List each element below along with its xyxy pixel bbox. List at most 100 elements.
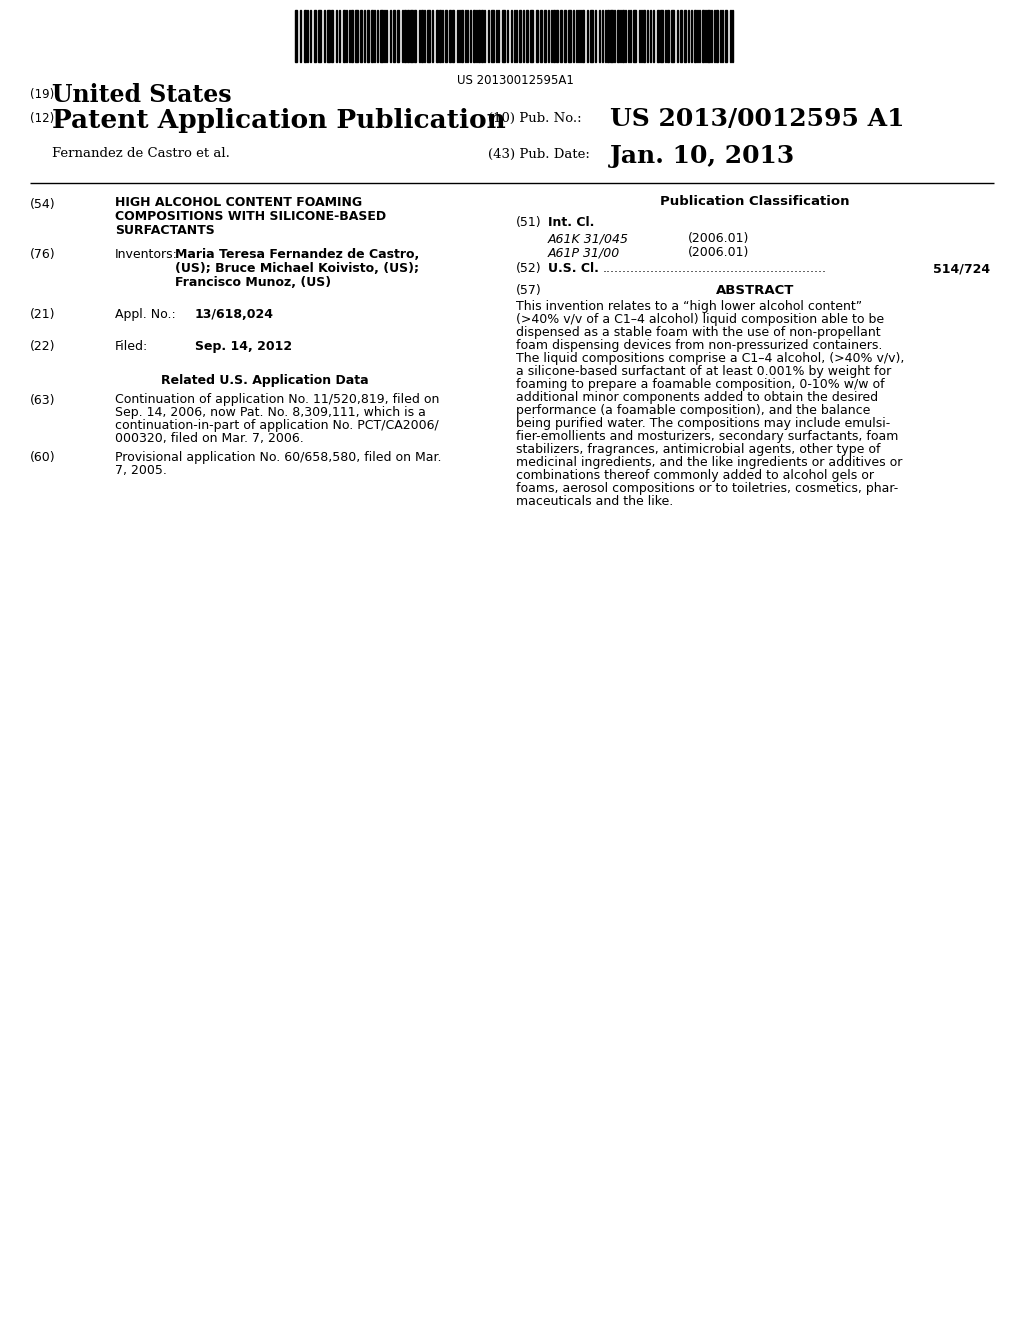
Text: (54): (54) bbox=[30, 198, 55, 211]
Text: Jan. 10, 2013: Jan. 10, 2013 bbox=[610, 144, 796, 168]
Text: (57): (57) bbox=[516, 284, 542, 297]
Bar bbox=[694, 11, 696, 62]
Bar bbox=[380, 11, 383, 62]
Text: fier-emollients and mosturizers, secondary surfactants, foam: fier-emollients and mosturizers, seconda… bbox=[516, 430, 898, 444]
Text: (22): (22) bbox=[30, 341, 55, 352]
Text: (63): (63) bbox=[30, 393, 55, 407]
Text: (2006.01): (2006.01) bbox=[688, 246, 750, 259]
Bar bbox=[707, 11, 710, 62]
Bar bbox=[643, 11, 645, 62]
Bar bbox=[393, 11, 395, 62]
Text: (US); Bruce Michael Koivisto, (US);: (US); Bruce Michael Koivisto, (US); bbox=[175, 261, 419, 275]
Bar bbox=[556, 11, 558, 62]
Text: continuation-in-part of application No. PCT/CA2006/: continuation-in-part of application No. … bbox=[115, 418, 438, 432]
Text: The liquid compositions comprise a C1–4 alcohol, (>40% v/v),: The liquid compositions comprise a C1–4 … bbox=[516, 352, 904, 366]
Bar bbox=[530, 11, 534, 62]
Bar bbox=[526, 11, 528, 62]
Text: Sep. 14, 2012: Sep. 14, 2012 bbox=[195, 341, 292, 352]
Bar bbox=[473, 11, 475, 62]
Bar bbox=[716, 11, 718, 62]
Bar bbox=[414, 11, 416, 62]
Text: (52): (52) bbox=[516, 261, 542, 275]
Bar bbox=[725, 11, 727, 62]
Bar bbox=[351, 11, 353, 62]
Text: foam dispensing devices from non-pressurized containers.: foam dispensing devices from non-pressur… bbox=[516, 339, 883, 352]
Text: foams, aerosol compositions or to toiletries, cosmetics, phar-: foams, aerosol compositions or to toilet… bbox=[516, 482, 898, 495]
Text: US 20130012595A1: US 20130012595A1 bbox=[457, 74, 573, 87]
Bar bbox=[544, 11, 546, 62]
Text: stabilizers, fragrances, antimicrobial agents, other type of: stabilizers, fragrances, antimicrobial a… bbox=[516, 444, 881, 455]
Text: performance (a foamable composition), and the balance: performance (a foamable composition), an… bbox=[516, 404, 870, 417]
Bar bbox=[478, 11, 480, 62]
Text: U.S. Cl.: U.S. Cl. bbox=[548, 261, 599, 275]
Bar bbox=[371, 11, 373, 62]
Bar bbox=[360, 11, 362, 62]
Text: A61K 31/045: A61K 31/045 bbox=[548, 232, 629, 246]
Text: A61P 31/00: A61P 31/00 bbox=[548, 246, 621, 259]
Text: (51): (51) bbox=[516, 216, 542, 228]
Bar bbox=[397, 11, 399, 62]
Text: foaming to prepare a foamable composition, 0-10% w/w of: foaming to prepare a foamable compositio… bbox=[516, 378, 885, 391]
Text: (60): (60) bbox=[30, 451, 55, 465]
Text: Int. Cl.: Int. Cl. bbox=[548, 216, 594, 228]
Bar bbox=[436, 11, 438, 62]
Text: additional minor components added to obtain the desired: additional minor components added to obt… bbox=[516, 391, 879, 404]
Text: (12): (12) bbox=[30, 112, 54, 125]
Text: COMPOSITIONS WITH SILICONE-BASED: COMPOSITIONS WITH SILICONE-BASED bbox=[115, 210, 386, 223]
Bar bbox=[702, 11, 705, 62]
Bar bbox=[331, 11, 333, 62]
Text: ABSTRACT: ABSTRACT bbox=[716, 284, 795, 297]
Text: US 2013/0012595 A1: US 2013/0012595 A1 bbox=[610, 107, 904, 131]
Text: HIGH ALCOHOL CONTENT FOAMING: HIGH ALCOHOL CONTENT FOAMING bbox=[115, 195, 362, 209]
Text: Sep. 14, 2006, now Pat. No. 8,309,111, which is a: Sep. 14, 2006, now Pat. No. 8,309,111, w… bbox=[115, 407, 426, 418]
Text: 7, 2005.: 7, 2005. bbox=[115, 465, 167, 477]
Text: ........................................................: ........................................… bbox=[603, 261, 827, 275]
Bar bbox=[633, 11, 636, 62]
Bar bbox=[490, 11, 494, 62]
Bar bbox=[657, 11, 659, 62]
Bar bbox=[407, 11, 409, 62]
Bar bbox=[410, 11, 413, 62]
Bar bbox=[304, 11, 306, 62]
Bar bbox=[617, 11, 618, 62]
Bar bbox=[536, 11, 538, 62]
Bar bbox=[327, 11, 330, 62]
Bar bbox=[461, 11, 463, 62]
Text: Related U.S. Application Data: Related U.S. Application Data bbox=[161, 374, 369, 387]
Text: (2006.01): (2006.01) bbox=[688, 232, 750, 246]
Text: (43) Pub. Date:: (43) Pub. Date: bbox=[488, 148, 590, 161]
Bar bbox=[582, 11, 584, 62]
Text: 514/724: 514/724 bbox=[933, 261, 990, 275]
Text: Fernandez de Castro et al.: Fernandez de Castro et al. bbox=[52, 147, 229, 160]
Bar bbox=[564, 11, 566, 62]
Bar bbox=[404, 11, 406, 62]
Text: (>40% v/v of a C1–4 alcohol) liquid composition able to be: (>40% v/v of a C1–4 alcohol) liquid comp… bbox=[516, 313, 884, 326]
Bar bbox=[421, 11, 423, 62]
Text: 000320, filed on Mar. 7, 2006.: 000320, filed on Mar. 7, 2006. bbox=[115, 432, 304, 445]
Bar bbox=[671, 11, 674, 62]
Text: a silicone-based surfactant of at least 0.001% by weight for: a silicone-based surfactant of at least … bbox=[516, 366, 891, 378]
Bar bbox=[314, 11, 316, 62]
Bar bbox=[560, 11, 562, 62]
Text: Publication Classification: Publication Classification bbox=[660, 195, 850, 209]
Bar bbox=[452, 11, 454, 62]
Bar bbox=[502, 11, 505, 62]
Bar bbox=[684, 11, 686, 62]
Text: (76): (76) bbox=[30, 248, 55, 261]
Text: Filed:: Filed: bbox=[115, 341, 148, 352]
Bar bbox=[540, 11, 542, 62]
Bar bbox=[445, 11, 447, 62]
Text: SURFACTANTS: SURFACTANTS bbox=[115, 224, 215, 238]
Bar bbox=[553, 11, 555, 62]
Text: (10) Pub. No.:: (10) Pub. No.: bbox=[488, 112, 582, 125]
Bar bbox=[519, 11, 521, 62]
Text: Appl. No.:: Appl. No.: bbox=[115, 308, 176, 321]
Text: maceuticals and the like.: maceuticals and the like. bbox=[516, 495, 673, 508]
Text: dispensed as a stable foam with the use of non-propellant: dispensed as a stable foam with the use … bbox=[516, 326, 881, 339]
Text: Continuation of application No. 11/520,819, filed on: Continuation of application No. 11/520,8… bbox=[115, 393, 439, 407]
Bar bbox=[439, 11, 441, 62]
Text: being purified water. The compositions may include emulsi-: being purified water. The compositions m… bbox=[516, 417, 890, 430]
Bar bbox=[568, 11, 571, 62]
Text: Patent Application Publication: Patent Application Publication bbox=[52, 108, 506, 133]
Bar bbox=[481, 11, 483, 62]
